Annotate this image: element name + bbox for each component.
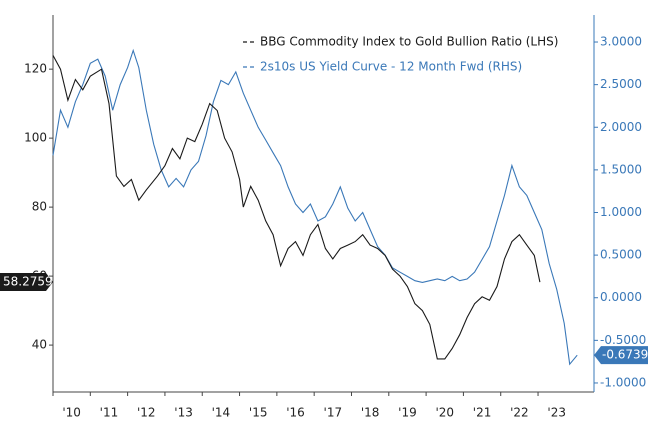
x-tick-label: '20 [435, 406, 454, 420]
y-tick-label: 120 [24, 62, 47, 76]
last-value-label: -0.6739 [602, 348, 648, 362]
legend-label: 2s10s US Yield Curve - 12 Month Fwd (RHS… [260, 60, 522, 74]
y2-tick-label: -0.5000 [600, 333, 646, 347]
legend-label: BBG Commodity Index to Gold Bullion Rati… [260, 35, 558, 49]
last-value-label: 58.2759 [3, 275, 53, 289]
y-tick-label: 80 [32, 200, 47, 214]
x-tick-label: '17 [324, 406, 343, 420]
y2-tick-label: 3.0000 [600, 35, 642, 49]
x-tick-label: '12 [137, 406, 156, 420]
y2-tick-label: 2.5000 [600, 77, 642, 91]
last-value-tag [0, 273, 53, 292]
y2-tick-label: 1.0000 [600, 205, 642, 219]
y-tick-label: 40 [32, 338, 47, 352]
x-tick-label: '10 [62, 406, 81, 420]
x-tick-label: '21 [473, 406, 492, 420]
x-tick-label: '19 [398, 406, 417, 420]
x-tick-label: '18 [361, 406, 380, 420]
y-tick-label: 100 [24, 131, 47, 145]
y2-tick-label: -1.0000 [600, 375, 646, 389]
x-tick-label: '14 [212, 406, 231, 420]
y2-tick-label: 2.0000 [600, 120, 642, 134]
y2-tick-label: 0.5000 [600, 248, 642, 262]
series-line [52, 55, 541, 360]
y2-tick-label: 0.0000 [600, 290, 642, 304]
series-line [52, 48, 578, 366]
x-tick-label: '23 [547, 406, 566, 420]
y2-tick-label: 1.5000 [600, 162, 642, 176]
x-tick-label: '22 [510, 406, 529, 420]
x-tick-label: '11 [100, 406, 119, 420]
x-tick-label: '15 [249, 406, 268, 420]
last-value-tag [594, 346, 648, 365]
x-tick-label: '13 [174, 406, 193, 420]
x-tick-label: '16 [286, 406, 305, 420]
